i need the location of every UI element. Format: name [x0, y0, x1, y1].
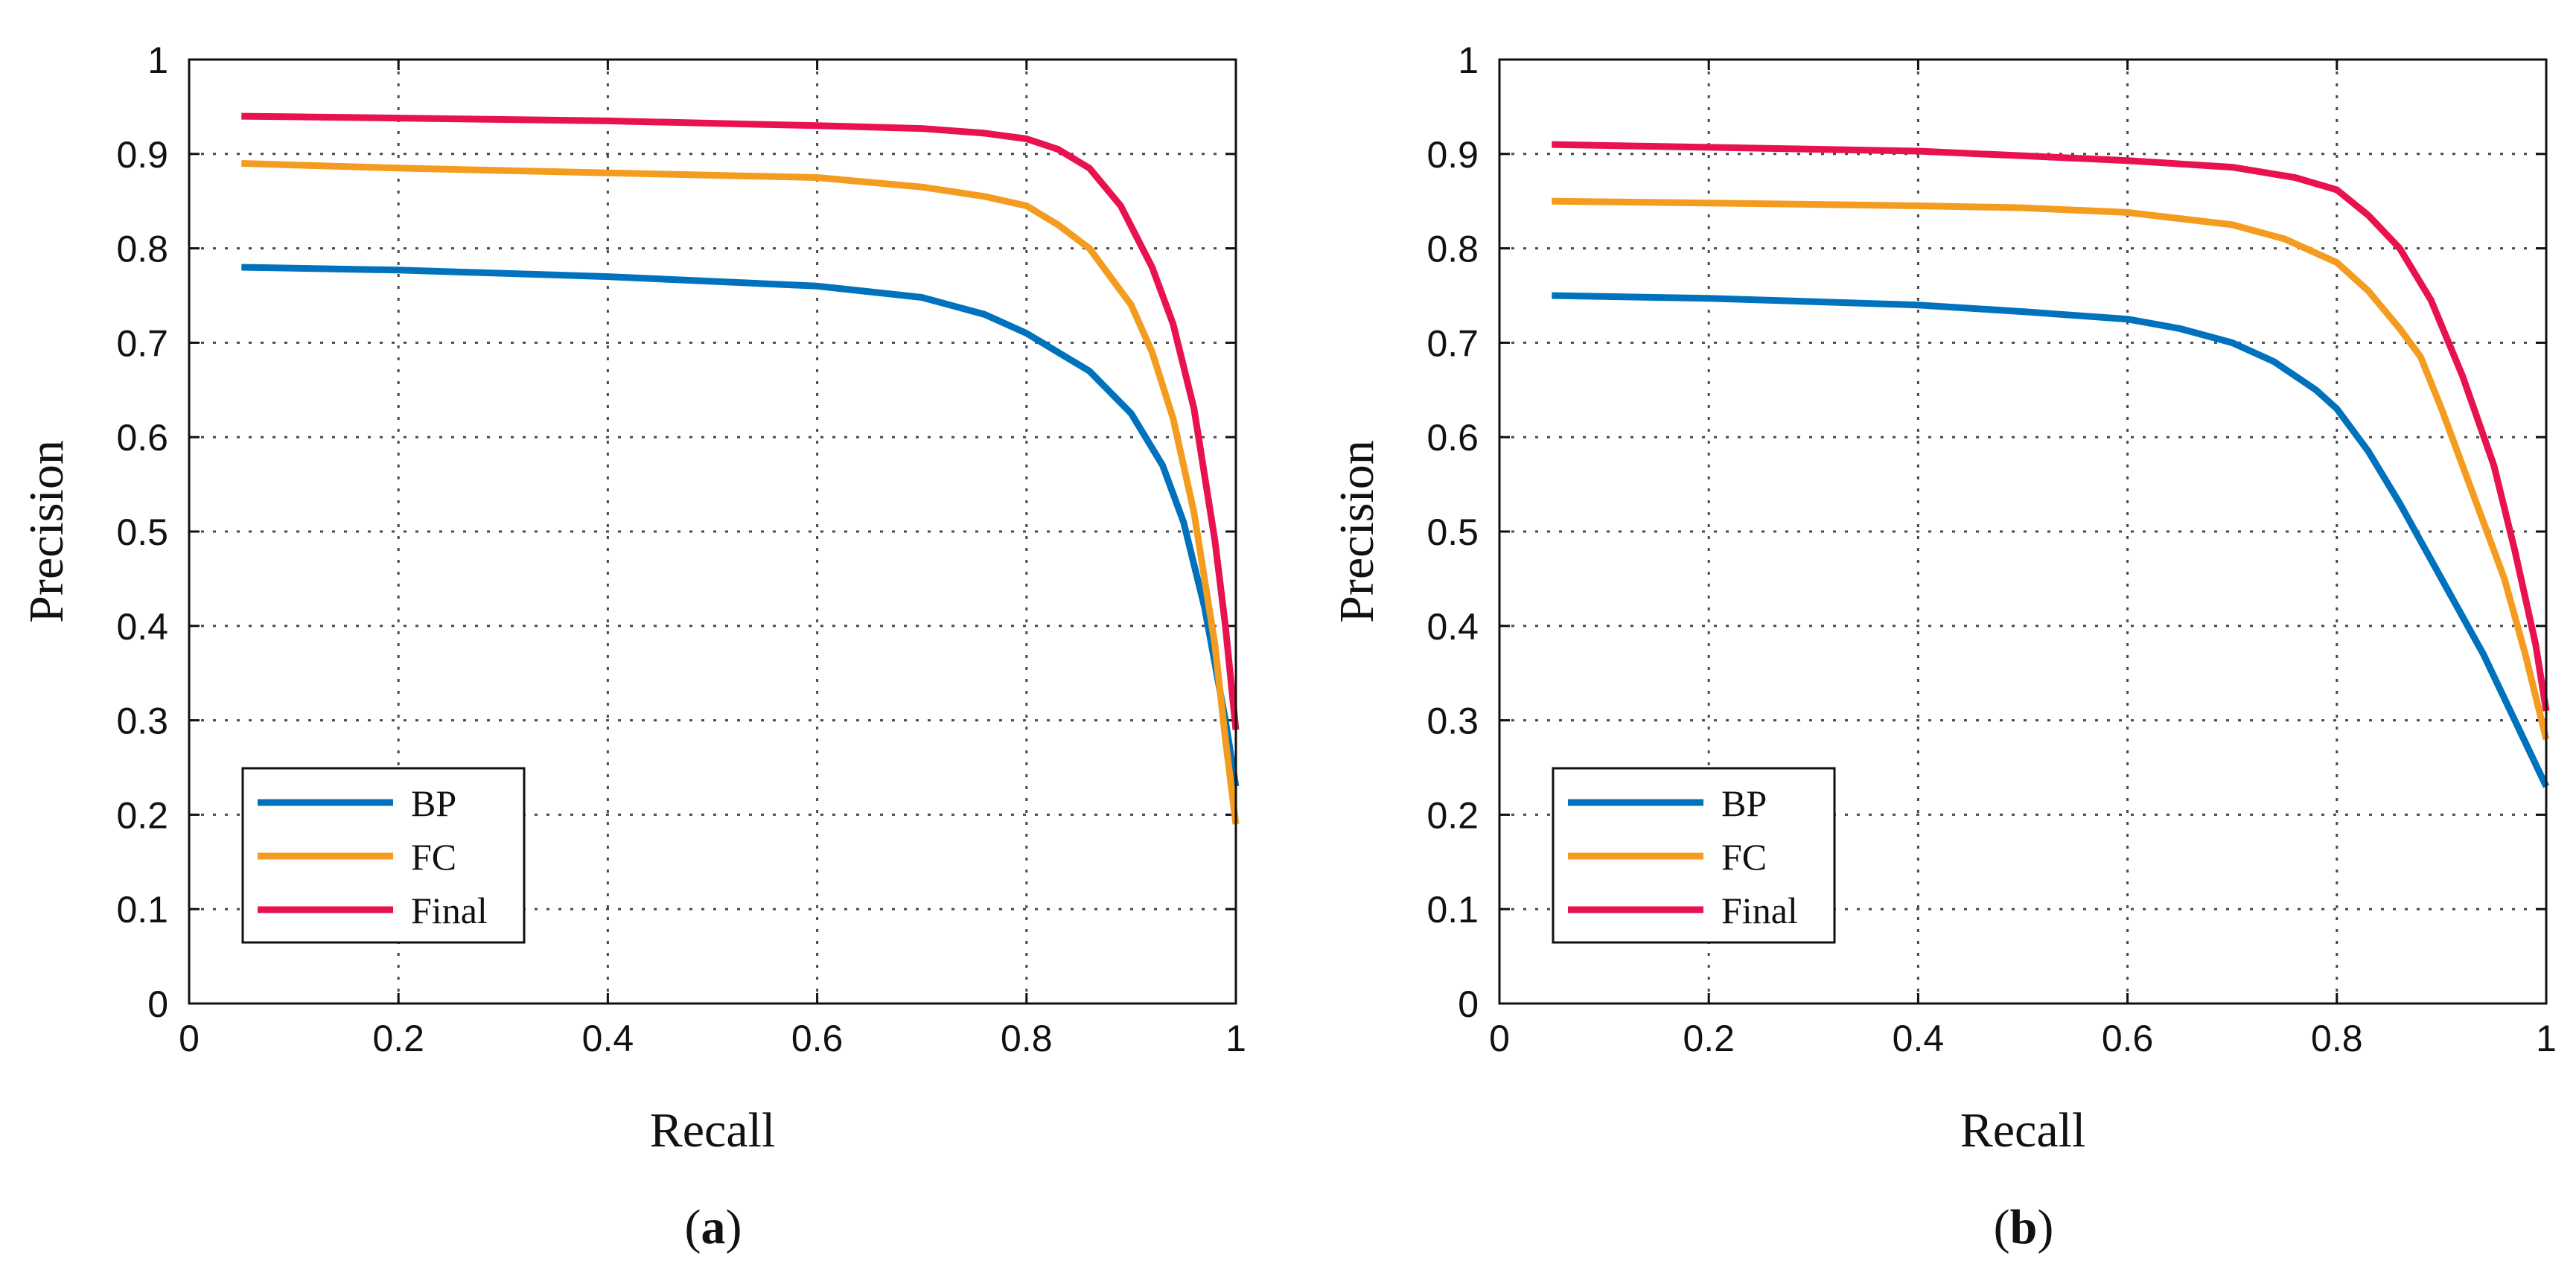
plot-frame-b — [1498, 58, 2548, 1005]
series-line-final — [241, 112, 1240, 730]
y-tick-label: 0.8 — [116, 229, 168, 270]
x-tick-label: 1 — [1225, 1018, 1246, 1059]
y-tick-label: 0.4 — [116, 606, 168, 648]
y-tick-label: 0.3 — [1426, 701, 1479, 742]
legend-label-fc: FC — [411, 836, 456, 878]
y-tick-label: 0 — [1458, 983, 1479, 1025]
legend-label-bp: BP — [411, 782, 456, 824]
chart-a: 0 0.2 0.4 0.6 0.8 1 0 0.1 0.2 0.3 0.4 0.5 0.6 0.7 0.8 0… — [19, 39, 1246, 1254]
y-axis-title: Precision — [1330, 440, 1384, 623]
y-tick-label: 0.2 — [116, 794, 168, 836]
y-axis-title: Precision — [19, 440, 74, 623]
caption-letter: a — [701, 1200, 726, 1254]
y-tick-label: 0.4 — [1426, 606, 1479, 648]
y-tick-label: 0.2 — [1426, 794, 1479, 836]
x-tick-label: 0.6 — [2102, 1018, 2154, 1059]
y-tick-label: 0.8 — [1426, 229, 1479, 270]
y-tick-label: 0.9 — [1426, 134, 1479, 176]
caption-a: (a) — [685, 1200, 742, 1254]
y-tick-label: 0.6 — [1426, 417, 1479, 459]
y-tick-label: 0.5 — [116, 511, 168, 553]
caption-b: (b) — [1994, 1200, 2054, 1254]
y-tick-label: 0.6 — [116, 417, 168, 459]
y-tick-label: 0.5 — [1426, 511, 1479, 553]
series-line-bp — [241, 264, 1240, 788]
y-tick-label: 0.7 — [116, 322, 168, 364]
y-tick-label: 0 — [147, 983, 168, 1025]
legend-label-final: Final — [1721, 890, 1798, 931]
chart-b: 0 0.2 0.4 0.6 0.8 1 0 0.1 0.2 0.3 0.4 0.5 0.6 0.7 0.8 0… — [1330, 39, 2557, 1254]
caption-close-paren: ) — [2037, 1200, 2053, 1254]
x-tick-label: 0.4 — [582, 1018, 634, 1059]
series-line-bp — [1552, 292, 2550, 788]
caption-letter: b — [2010, 1200, 2038, 1254]
caption-close-paren: ) — [726, 1200, 742, 1254]
caption-open-paren: ( — [1994, 1200, 2010, 1254]
y-tick-label: 0.3 — [116, 701, 168, 742]
y-tick-label: 0.7 — [1426, 322, 1479, 364]
y-tick-label: 1 — [147, 39, 168, 81]
x-tick-label: 1 — [2536, 1018, 2557, 1059]
legend-label-final: Final — [411, 890, 488, 931]
x-tick-label: 0.4 — [1893, 1018, 1945, 1059]
series-line-fc — [241, 160, 1240, 825]
series-line-final — [1552, 141, 2550, 712]
series-line-fc — [1552, 197, 2550, 741]
legend-label-bp: BP — [1721, 782, 1767, 824]
x-tick-label: 0.2 — [372, 1018, 424, 1059]
x-axis-title: Recall — [650, 1103, 776, 1158]
x-tick-label: 0.2 — [1683, 1018, 1735, 1059]
legend-label-fc: FC — [1721, 836, 1767, 878]
plot-frame-a — [188, 58, 1237, 1005]
y-tick-label: 0.1 — [116, 889, 168, 931]
caption-open-paren: ( — [685, 1200, 701, 1254]
x-tick-label: 0 — [179, 1018, 200, 1059]
y-tick-label: 1 — [1458, 39, 1479, 81]
y-tick-label: 0.1 — [1426, 889, 1479, 931]
x-tick-label: 0.8 — [2311, 1018, 2363, 1059]
x-tick-label: 0 — [1489, 1018, 1510, 1059]
y-tick-label: 0.9 — [116, 134, 168, 176]
x-tick-label: 0.6 — [791, 1018, 844, 1059]
x-tick-label: 0.8 — [1001, 1018, 1053, 1059]
x-axis-title: Recall — [1960, 1103, 2086, 1158]
